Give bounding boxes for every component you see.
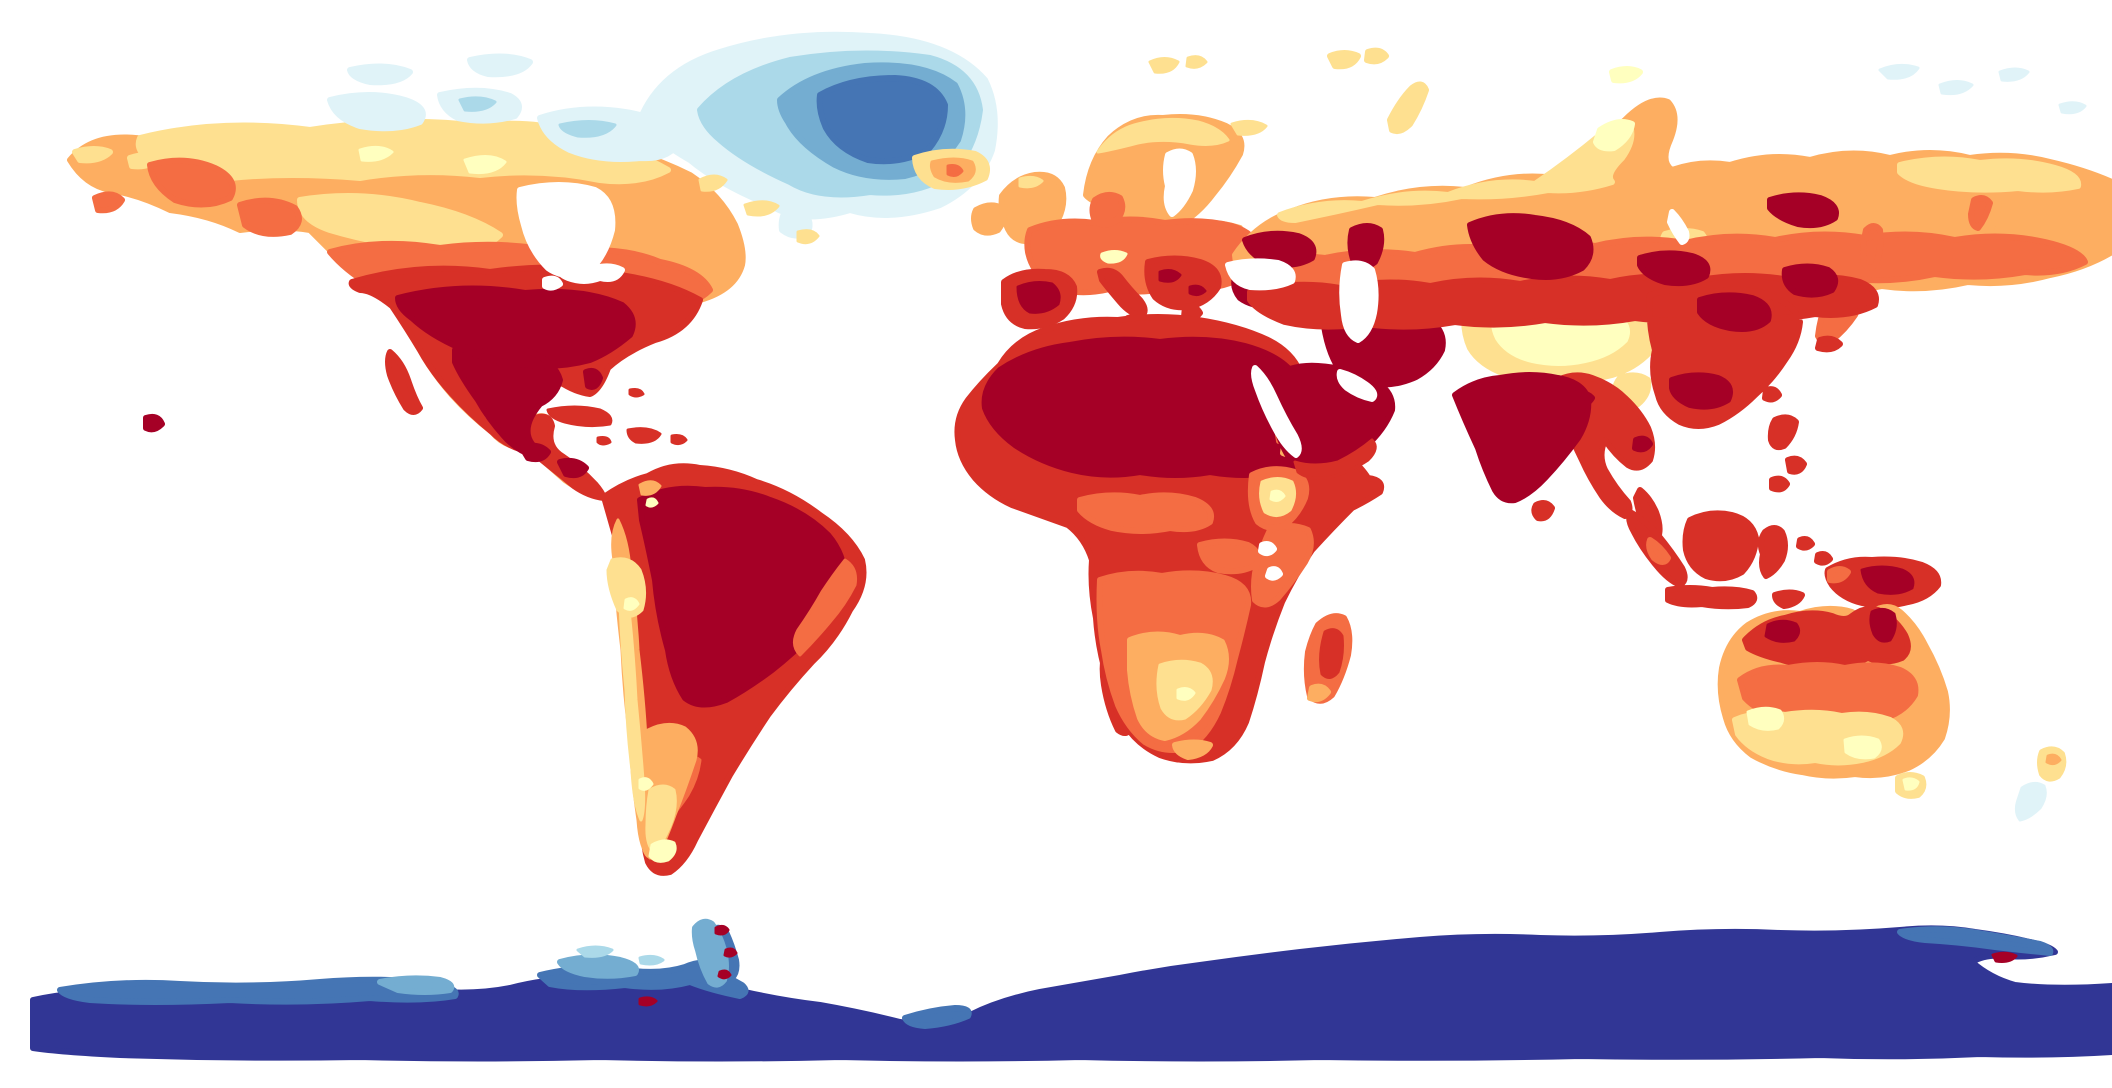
arabia-south-red-rim — [1293, 438, 1377, 480]
iceland-core-dot — [946, 164, 964, 177]
europe-darkred-cores — [1016, 269, 1207, 314]
antarctica-blue-bands — [57, 924, 2054, 1029]
caribbean-islands — [546, 388, 688, 446]
newguinea-darkred-core — [1860, 565, 1915, 595]
na-arctic-islands-lightblue — [458, 96, 617, 138]
newzealand-south-paleblue — [2014, 781, 2047, 822]
australia-darkred-spots — [1764, 607, 1897, 643]
asia-palest-cores — [1491, 66, 1643, 366]
greenland-coast-pale-dashes — [698, 174, 820, 245]
europe-alps-pale-core — [1100, 250, 1128, 264]
region-europe — [971, 55, 1268, 330]
antarctica-midblue-patches — [377, 918, 729, 995]
greenland-contour-blue-core — [816, 75, 948, 165]
australia-palest-patches — [1746, 706, 1920, 791]
africa-palest-dots — [1176, 489, 1286, 701]
region-greenland — [637, 31, 998, 245]
inland-water-bodies — [516, 148, 1690, 581]
antarctica-red-anomaly-specks — [638, 924, 2018, 1007]
asia-darkred-cores — [1242, 192, 1839, 504]
region-antarctica — [30, 918, 2112, 1062]
australia-south-pale-band — [1732, 709, 2067, 799]
region-iceland — [912, 148, 990, 190]
inland-water-holes — [516, 148, 1690, 581]
antarctica-lightblue-specks — [576, 945, 665, 966]
africa-pale-interiors — [1156, 477, 1297, 721]
na-contour-palest-specks — [358, 145, 507, 174]
sa-palest-specks — [623, 497, 677, 863]
newzealand-north-orange-dash — [2045, 753, 2062, 766]
sa-contour-darkred-core — [637, 485, 848, 708]
region-south-america — [601, 463, 867, 876]
region-asia — [1232, 47, 2112, 564]
region-oceania — [1626, 509, 2067, 822]
indonesia-red-islands — [1626, 509, 1942, 610]
asia-arctic-paleblue-specks — [1878, 63, 2087, 115]
na-contour-darkred-cores — [143, 285, 636, 479]
